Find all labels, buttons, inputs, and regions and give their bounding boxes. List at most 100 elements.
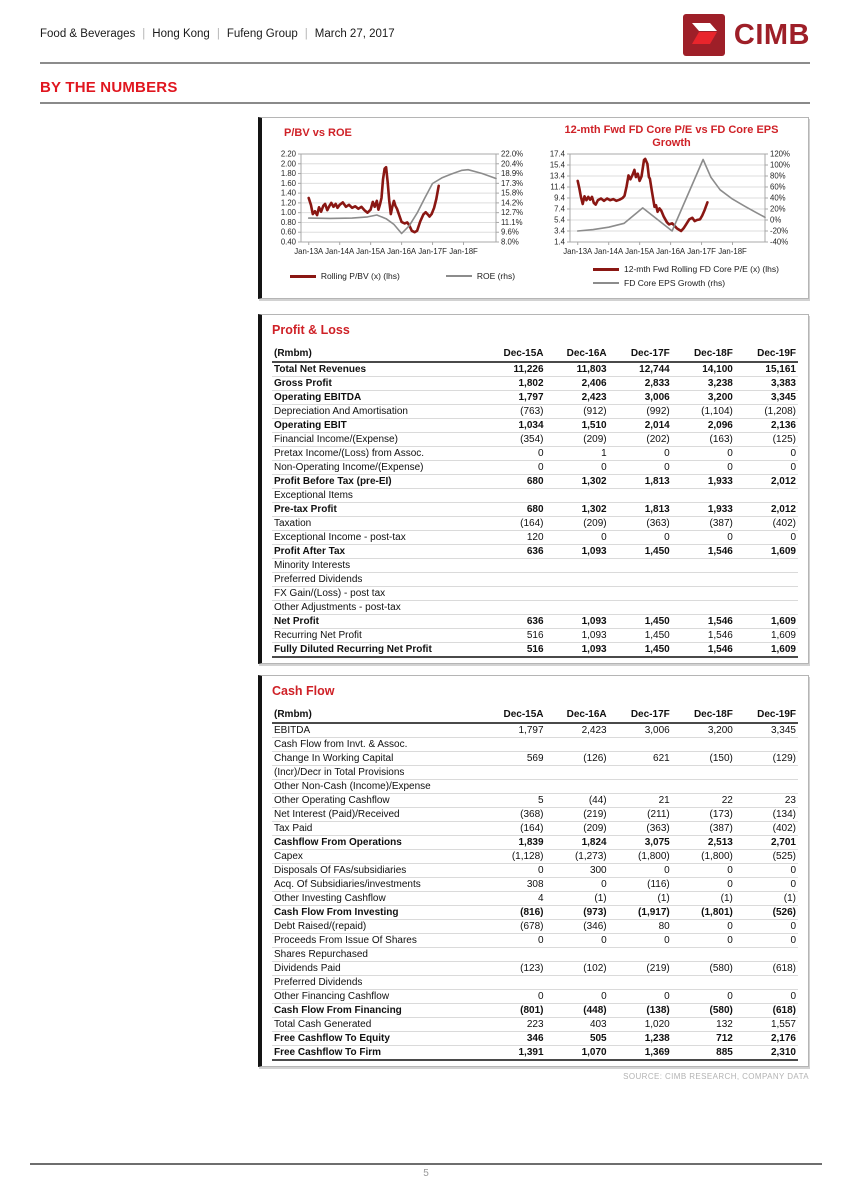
cell-value: 0 — [734, 933, 798, 948]
legend-item: Rolling P/BV (x) (lhs) — [289, 271, 400, 281]
cell-value: (1,208) — [734, 404, 798, 419]
cell-value: (973) — [545, 905, 609, 920]
cell-value — [671, 737, 735, 752]
breadcrumb-company: Fufeng Group — [226, 28, 298, 40]
cell-value: 3,006 — [608, 390, 672, 405]
cell-value: 3,075 — [608, 835, 672, 850]
header-divider — [40, 62, 810, 64]
cell-value — [608, 765, 672, 780]
profit-loss-table: (Rmbm) Dec-15A Dec-16A Dec-17F Dec-18F Dec-19… — [272, 346, 798, 658]
right-axis-label: 18.9% — [501, 169, 523, 178]
cell-value: 1,839 — [482, 835, 546, 850]
cell-value: 23 — [734, 793, 798, 808]
left-axis-label: 1.00 — [281, 208, 297, 217]
table-row: Acq. Of Subsidiaries/investments 308 0 (116… — [272, 877, 798, 892]
left-axis-label: 0.40 — [281, 238, 297, 247]
cell-value: 3,006 — [644, 725, 670, 736]
breadcrumb-sector: Food & Beverages — [40, 28, 136, 40]
row-label: EBITDA — [274, 725, 311, 736]
cell-value: 1,813 — [608, 474, 672, 489]
cell-value — [545, 488, 609, 503]
cell-value: (618) — [734, 961, 798, 976]
row-label: Cashflow From Operations — [272, 835, 483, 850]
cell-value — [734, 600, 798, 615]
cell-value: (129) — [734, 751, 798, 766]
cell-value — [545, 586, 609, 601]
profit-loss-panel: Profit & Loss (Rmbm) Dec-15A Dec-16A Dec-17… — [258, 314, 809, 664]
cell-value: 0 — [671, 863, 735, 878]
cell-value — [608, 558, 672, 573]
cell-value: (173) — [671, 807, 735, 822]
cell-value: 11,803 — [576, 364, 607, 375]
cell-value: (1,800) — [671, 849, 735, 864]
cell-value: (816) — [482, 905, 546, 920]
column-header: Dec-16A — [545, 707, 609, 724]
cell-value: 0 — [545, 460, 609, 475]
cell-value — [545, 572, 609, 587]
cell-value — [545, 558, 609, 573]
cimb-logo-text: CIMB — [733, 18, 810, 51]
cell-value: (1,128) — [482, 849, 546, 864]
cell-value: 1,609 — [734, 614, 798, 629]
column-header: Dec-15A — [482, 346, 546, 363]
cell-value: (526) — [734, 905, 798, 920]
left-axis-label: 5.4 — [554, 216, 566, 225]
row-label: Tax Paid — [272, 821, 483, 836]
cell-value — [482, 765, 546, 780]
cell-value: (125) — [734, 432, 798, 447]
cell-value — [482, 975, 546, 990]
x-axis-label: Jan-15A — [356, 247, 386, 256]
row-label: Cash Flow From Financing — [272, 1003, 483, 1018]
cell-value: 1,302 — [545, 502, 609, 517]
cell-value: 0 — [734, 877, 798, 892]
cell-value: 1,093 — [545, 614, 609, 629]
x-axis-label: Jan-16A — [656, 247, 686, 256]
source-note: SOURCE: CIMB RESEARCH, COMPANY DATA — [623, 1072, 809, 1081]
row-label: Minority Interests — [272, 558, 483, 573]
chart-legend: Rolling P/BV (x) (lhs) ROE (rhs) — [268, 271, 537, 281]
row-label: (Incr)/Decr in Total Provisions — [272, 765, 483, 780]
cell-value: (387) — [671, 516, 735, 531]
row-label: Free Cashflow To Equity — [272, 1031, 483, 1046]
row-label: Exceptional Income - post-tax — [272, 530, 483, 545]
right-axis-label: 8.0% — [501, 238, 519, 247]
left-axis-label: 1.40 — [281, 189, 297, 198]
table-row: Other Investing Cashflow 4 (1) (1) (1) (1) — [272, 891, 798, 906]
right-axis-label: 15.8% — [501, 189, 523, 198]
left-axis-label: 1.80 — [281, 169, 297, 178]
table-row: (Incr)/Decr in Total Provisions — [272, 765, 798, 780]
cell-value: 621 — [608, 751, 672, 766]
cell-value: 3,200 — [671, 390, 735, 405]
cell-value: (1,104) — [671, 404, 735, 419]
cell-value: 505 — [545, 1031, 609, 1046]
x-axis-label: Jan-18F — [718, 247, 747, 256]
cimb-logo: CIMB — [682, 14, 810, 56]
cell-value: 2,423 — [581, 725, 607, 736]
cell-value — [482, 488, 546, 503]
cell-value — [482, 600, 546, 615]
cell-value — [608, 572, 672, 587]
cell-value — [671, 947, 735, 962]
footer-divider — [30, 1163, 822, 1165]
row-label: Preferred Dividends — [272, 572, 483, 587]
right-axis-label: 11.1% — [501, 218, 523, 227]
left-axis-label: 9.4 — [554, 194, 566, 203]
table-row: Other Operating Cashflow 5 (44) 21 22 23 — [272, 793, 798, 808]
row-label: Net Interest (Paid)/Received — [272, 807, 483, 822]
cell-value: 3,383 — [734, 376, 798, 391]
series-line — [307, 165, 440, 234]
cell-value: (1,273) — [545, 849, 609, 864]
cell-value: 0 — [608, 460, 672, 475]
cell-value: 5 — [482, 793, 546, 808]
right-axis-label: 9.6% — [501, 228, 519, 237]
table-row: Exceptional Income - post-tax 120 0 0 0 0 — [272, 530, 798, 545]
cell-value — [734, 737, 798, 752]
report-page: Food & Beverages | Hong Kong | Fufeng Group |… — [30, 14, 822, 1179]
series-line — [576, 157, 709, 233]
cell-value: 0 — [482, 989, 546, 1004]
cell-value: (123) — [482, 961, 546, 976]
cell-value: 1,093 — [545, 544, 609, 559]
cell-value: 0 — [482, 933, 546, 948]
table-row: Free Cashflow To Firm 1,391 1,070 1,369 885 2… — [272, 1045, 798, 1061]
column-header: Dec-17F — [608, 346, 672, 363]
